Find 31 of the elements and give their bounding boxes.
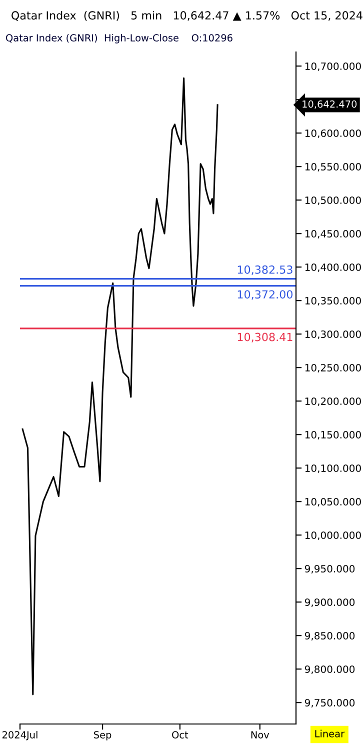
y-tick-label: 10,600.000 [305, 129, 361, 138]
y-tick-label: 9,750.000 [304, 698, 355, 708]
x-tick-label: 2024Jul [2, 730, 38, 740]
chart-subtitle: Qatar Index (GNRI) High-Low-Close O:10296 [6, 34, 232, 44]
y-tick-label: 10,300.000 [305, 330, 361, 340]
ref-line-label: 10,372.00 [238, 290, 292, 300]
y-tick-label: 9,950.000 [304, 564, 355, 574]
text: 10,642.470 [302, 100, 357, 109]
y-tick-label: 9,850.000 [304, 632, 355, 641]
text: Linear [315, 730, 345, 738]
y-tick-label: 10,450.000 [305, 230, 361, 239]
y-tick-label: 10,050.000 [305, 498, 361, 507]
y-tick-label: 10,000.000 [305, 531, 361, 540]
y-tick-label: 10,700.000 [305, 62, 361, 72]
y-tick-label: 10,250.000 [305, 364, 361, 373]
line-series [22, 77, 218, 696]
y-tick-label: 10,100.000 [305, 464, 361, 474]
y-tick-label: 10,550.000 [305, 162, 361, 172]
y-tick-label: 10,200.000 [305, 397, 361, 406]
chart-title: Qatar Index (GNRI) 5 min 10,642.47 ▲ 1.57% Oct 15, 2024 [12, 10, 362, 21]
y-tick-label: 10,400.000 [305, 263, 361, 272]
ref-line-label: 10,308.41 [238, 332, 292, 342]
y-tick-label: 10,150.000 [305, 430, 361, 440]
ref-line-label: 10,382.53 [238, 265, 292, 275]
y-tick-label: 10,500.000 [305, 196, 361, 206]
x-tick-label: Sep [94, 731, 112, 740]
x-tick-label: Oct [172, 731, 188, 738]
y-tick-label: 9,800.000 [304, 665, 355, 674]
y-tick-label: 10,350.000 [305, 296, 361, 306]
y-tick-label: 9,900.000 [304, 598, 355, 608]
x-tick-label: Nov [251, 731, 270, 738]
